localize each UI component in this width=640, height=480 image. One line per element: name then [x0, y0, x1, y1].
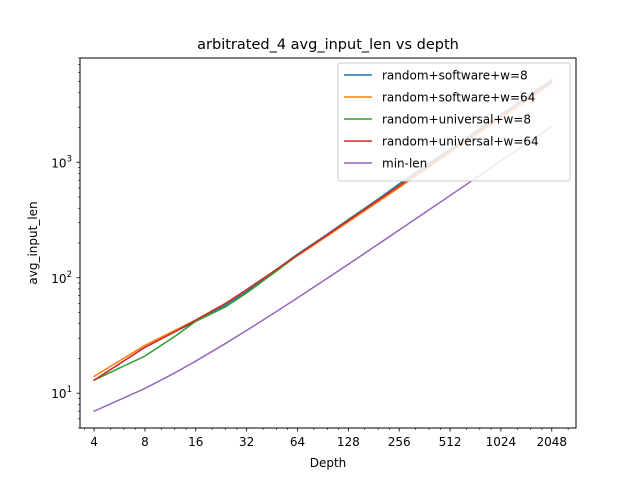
legend-label-3: random+universal+w=64: [382, 135, 539, 149]
chart-title: arbitrated_4 avg_input_len vs depth: [197, 37, 459, 53]
x-tick-label: 1024: [486, 435, 517, 449]
y-axis-label: avg_input_len: [26, 201, 40, 284]
x-tick-label: 64: [290, 435, 305, 449]
legend-label-0: random+software+w=8: [382, 69, 528, 83]
x-tick-label: 4: [90, 435, 98, 449]
x-tick-label: 512: [439, 435, 462, 449]
legend: random+software+w=8 random+software+w=64 r…: [337, 62, 571, 182]
x-tick-label: 2048: [536, 435, 567, 449]
x-axis: 4 8 16 32 64 128 256 512 1024 2048: [84, 428, 569, 449]
x-tick-label: 128: [337, 435, 360, 449]
legend-label-4: min-len: [382, 157, 427, 171]
x-tick-label: 256: [388, 435, 411, 449]
legend-label-1: random+software+w=64: [382, 91, 535, 105]
x-tick-label: 32: [239, 435, 254, 449]
legend-label-2: random+universal+w=8: [382, 113, 531, 127]
x-axis-label: Depth: [310, 456, 347, 470]
legend-box: [337, 62, 571, 182]
x-tick-label: 8: [141, 435, 149, 449]
x-tick-label: 16: [188, 435, 203, 449]
